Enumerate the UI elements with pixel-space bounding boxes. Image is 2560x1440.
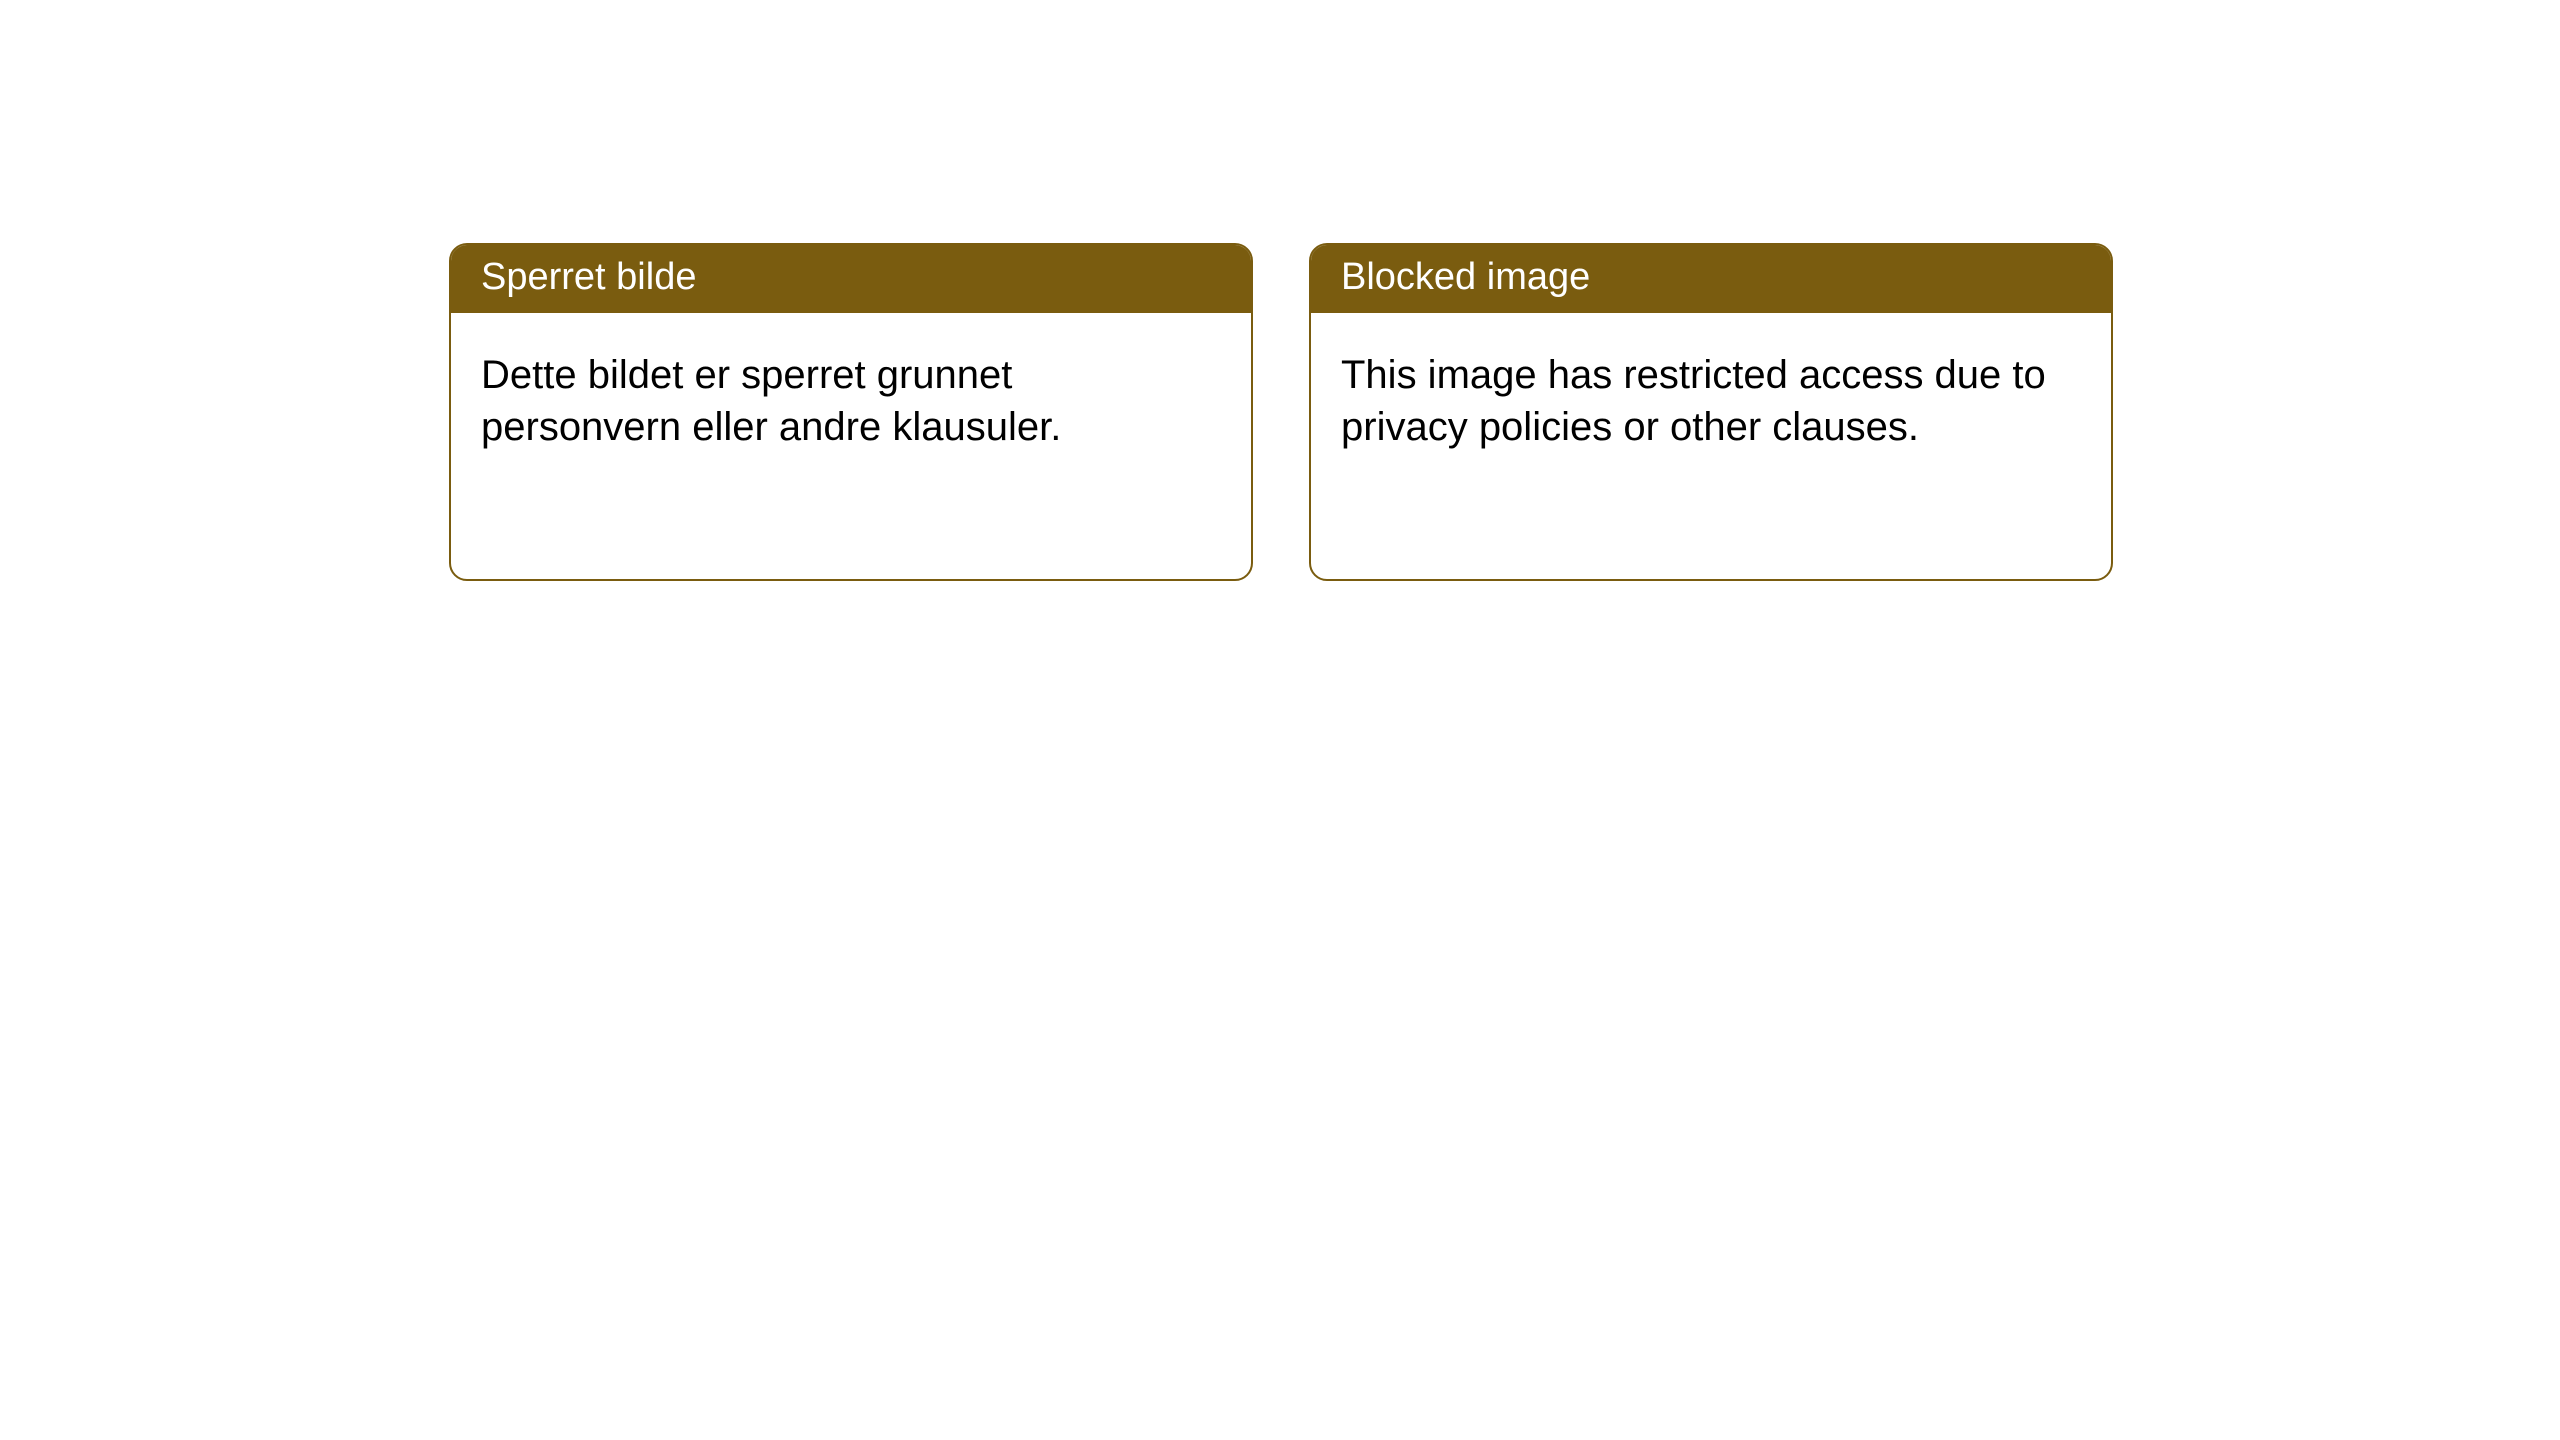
- notice-card-en: Blocked image This image has restricted …: [1309, 243, 2113, 581]
- notice-card-no: Sperret bilde Dette bildet er sperret gr…: [449, 243, 1253, 581]
- notice-body-en: This image has restricted access due to …: [1311, 313, 2111, 475]
- notice-title-en: Blocked image: [1311, 245, 2111, 313]
- notice-body-no: Dette bildet er sperret grunnet personve…: [451, 313, 1251, 475]
- notice-title-no: Sperret bilde: [451, 245, 1251, 313]
- notice-container: Sperret bilde Dette bildet er sperret gr…: [0, 0, 2560, 581]
